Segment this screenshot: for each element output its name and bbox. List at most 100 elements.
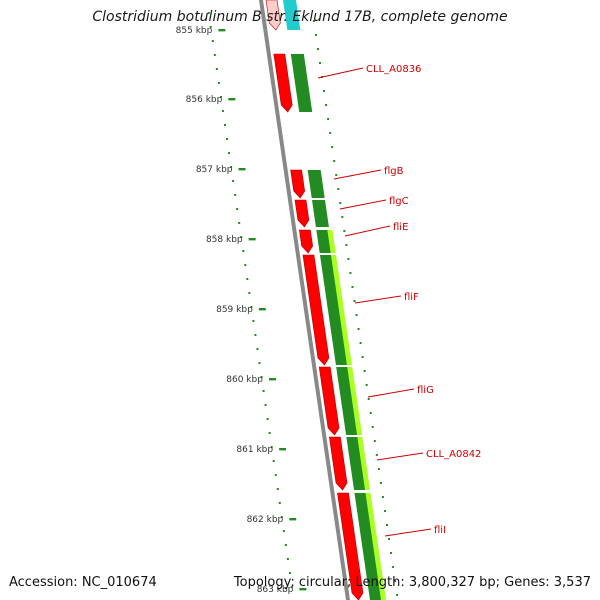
cds-highlight [347,367,363,435]
ruler-dot [286,558,289,560]
ruler-dot [385,524,388,526]
ruler-dot [215,68,218,70]
ruler-dot [244,264,247,266]
gene-leader-line [339,199,387,210]
gene-arrow[interactable] [273,53,293,113]
ruler-dot [234,194,237,196]
gene-label[interactable]: fliE [393,222,408,233]
ruler-dot [223,124,226,126]
ruler-dot [369,412,372,414]
ruler-dot [318,62,321,64]
ruler-dot [371,426,374,428]
ruler-dot [367,398,370,400]
ruler-dot [282,530,285,532]
ruler-dot [252,320,255,322]
kbp-tick-label: 863 kbp [257,585,294,595]
gene-leader-line [376,452,424,461]
ruler-dot [288,572,291,574]
ruler-dot [327,118,330,120]
ruler-dot [394,580,397,582]
ruler-dot [377,468,380,470]
ruler-dot [353,300,356,302]
ruler-dot [246,278,249,280]
ruler-dot [250,306,253,308]
ruler-dot [254,334,257,336]
ruler-dot [221,110,224,112]
kbp-tick-mark [228,98,236,101]
gene-arrow[interactable] [337,492,364,600]
ruler-dot [276,488,279,490]
ruler-dot [351,286,354,288]
gene-label[interactable]: flgC [389,196,409,207]
ruler-dot [228,152,231,154]
ruler-dot [258,362,261,364]
cds-bar[interactable] [283,0,301,30]
ruler-dot [333,160,336,162]
cds-bar[interactable] [290,54,313,112]
ruler-dot [341,216,344,218]
ruler-dot [325,104,328,106]
ruler-dot [272,460,275,462]
cds-bar[interactable] [312,200,329,227]
gene-label[interactable]: fliG [417,385,434,396]
genome-summary: Topology: circular; Length: 3,800,327 bp… [233,575,591,590]
ruler-dot [331,146,334,148]
gene-arrow[interactable] [318,366,340,436]
cds-bar[interactable] [346,437,368,490]
gene-arrow[interactable] [299,229,313,254]
kbp-tick-label: 861 kbp [236,445,273,455]
ruler-dot [343,230,346,232]
gene-label[interactable]: CLL_A0842 [426,449,481,460]
cds-highlight [357,437,371,490]
gene-label[interactable]: fliI [434,525,446,536]
ruler-dot [242,250,245,252]
gene-arrow[interactable] [294,199,310,228]
ruler-dot [347,258,350,260]
ruler-dot [290,586,293,588]
accession-label: Accession: NC_010674 [9,575,157,590]
gene-label[interactable]: fliF [404,292,419,303]
gene-track [265,0,386,600]
cds-bar[interactable] [354,493,383,600]
gene-leader-line [344,225,391,237]
kbp-tick-label: 860 kbp [226,375,263,385]
kbp-tick-mark [238,168,246,171]
ruler-dot [207,12,210,14]
gene-leader-line [354,295,402,304]
ruler-dot [262,390,265,392]
ruler-dot [361,356,364,358]
ruler-dot [270,446,273,448]
ruler-dot [266,418,269,420]
ruler-dot [226,138,229,140]
kbp-tick-label: 857 kbp [196,165,233,175]
cds-bar[interactable] [319,255,349,365]
gene-leader-line [333,169,382,180]
cds-highlight [330,255,352,365]
cds-bar[interactable] [336,367,360,435]
ruler-dot [355,314,358,316]
kbp-tick-mark [218,29,226,32]
ruler-dot [264,404,267,406]
gene-arrow[interactable] [290,169,306,199]
kbp-ticks: 855 kbp 856 kbp 857 kbp 858 kbp 859 kbp 860 k… [176,26,307,595]
ruler-dot [314,34,317,36]
kbp-tick-mark [299,588,307,591]
cds-bar[interactable] [307,170,325,198]
ruler-dot [363,370,366,372]
ruler-dot [238,222,241,224]
gene-leader-line [317,67,364,79]
ruler-dot [219,96,222,98]
ruler-dot [230,166,233,168]
gene-arrow[interactable] [302,254,330,366]
ruler-dot [359,342,362,344]
gene-label[interactable]: CLL_A0836 [366,64,421,75]
gene-arrow[interactable] [265,0,281,31]
gene-arrow[interactable] [329,436,348,491]
ruler-dot [396,594,399,596]
gene-label[interactable]: flgB [384,166,404,177]
ruler-dot [213,54,216,56]
ruler-dot [278,502,281,504]
ruler-dot [335,174,338,176]
kbp-tick-label: 859 kbp [216,305,253,315]
